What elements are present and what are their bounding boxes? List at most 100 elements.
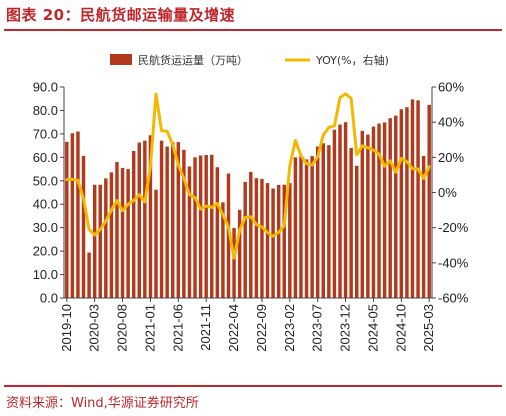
bar xyxy=(154,189,158,298)
bar-series xyxy=(65,99,431,299)
bar xyxy=(70,133,75,298)
x-tick-label: 2021-11 xyxy=(198,304,213,351)
x-tick-label: 2022-09 xyxy=(254,304,269,352)
bar xyxy=(104,178,108,298)
left-tick-label: 10.0 xyxy=(33,267,58,282)
bar xyxy=(165,146,169,298)
axes: 0.0 10.0 20.0 30.0 40.0 50.0 60.0 70.0 80.0 90.0 -… xyxy=(33,80,469,352)
bar xyxy=(310,156,314,298)
bar xyxy=(204,154,208,298)
bar xyxy=(171,142,175,298)
left-tick-label: 20.0 xyxy=(33,244,58,259)
x-tick-label: 2023-07 xyxy=(310,304,325,352)
x-tick-label: 2023-12 xyxy=(338,304,353,352)
bar xyxy=(293,157,298,298)
source-note: 资料来源：Wind,华源证券研究所 xyxy=(6,396,199,411)
bar xyxy=(355,165,359,298)
bar xyxy=(399,109,404,299)
x-tick-label: 2020-08 xyxy=(115,304,130,352)
bar xyxy=(276,185,281,298)
x-tick-label: 2024-10 xyxy=(393,304,408,352)
bar xyxy=(405,107,409,298)
bar xyxy=(221,202,225,298)
x-tick-label: 2023-02 xyxy=(282,304,297,352)
bar xyxy=(327,145,331,298)
bar xyxy=(299,155,303,298)
bar xyxy=(243,181,247,298)
x-tick-label: 2021-06 xyxy=(170,304,185,352)
bar xyxy=(416,100,420,298)
bar xyxy=(98,184,102,298)
bar xyxy=(182,149,186,298)
bar xyxy=(159,140,164,298)
bar xyxy=(109,172,114,298)
bar xyxy=(265,183,270,298)
chart: 0.0 10.0 20.0 30.0 40.0 50.0 60.0 70.0 80.0 90.0 -… xyxy=(33,53,469,352)
legend-bar-swatch xyxy=(110,54,132,65)
bar xyxy=(288,183,292,298)
legend: 民航货运运量（万吨） YOY(%，右轴) xyxy=(110,53,389,67)
title-rule xyxy=(4,29,502,31)
bar xyxy=(421,155,426,298)
bar xyxy=(410,99,415,299)
bar xyxy=(394,115,398,298)
left-tick-label: 0.0 xyxy=(40,291,58,306)
bar xyxy=(143,140,147,298)
bar xyxy=(65,141,69,298)
bar xyxy=(92,184,97,298)
bar xyxy=(210,154,214,298)
bar xyxy=(332,129,337,298)
bar xyxy=(237,209,242,298)
bar xyxy=(315,146,320,298)
bar xyxy=(232,227,236,298)
right-tick-label: -20% xyxy=(438,220,469,235)
right-tick-label: 60% xyxy=(438,80,464,95)
bar xyxy=(321,143,325,298)
bar xyxy=(371,126,376,299)
x-tick-label: 2020-03 xyxy=(87,304,102,352)
left-tick-label: 40.0 xyxy=(33,197,58,212)
figure-title: 图表 20：民航货邮运输量及增速 xyxy=(6,6,236,24)
bar xyxy=(120,167,125,298)
bar xyxy=(427,104,431,298)
bar xyxy=(382,122,387,299)
bar xyxy=(215,167,220,298)
x-tick-label: 2025-03 xyxy=(421,304,436,352)
bar xyxy=(343,122,348,298)
yoy-line xyxy=(65,92,431,260)
bar xyxy=(388,118,392,299)
bar xyxy=(254,178,259,298)
bar xyxy=(115,162,119,298)
bar xyxy=(304,159,309,298)
bar xyxy=(187,166,192,298)
bar xyxy=(377,123,381,298)
bar xyxy=(137,142,141,298)
x-tick-label: 2021-01 xyxy=(142,304,157,352)
bar xyxy=(148,135,153,298)
left-tick-label: 80.0 xyxy=(33,103,58,118)
bar xyxy=(126,169,130,298)
bar xyxy=(366,134,370,298)
x-tick-label: 2019-10 xyxy=(59,304,74,352)
bar xyxy=(87,252,91,298)
left-tick-label: 50.0 xyxy=(33,173,58,188)
right-tick-label: -60% xyxy=(438,291,469,306)
bar xyxy=(260,178,264,298)
legend-bar-label: 民航货运运量（万吨） xyxy=(138,53,248,67)
bar xyxy=(349,147,353,298)
legend-line-label: YOY(%，右轴) xyxy=(315,53,389,67)
bar xyxy=(176,142,181,298)
left-tick-label: 70.0 xyxy=(33,126,58,141)
footer-rule xyxy=(4,385,502,387)
bar xyxy=(360,130,365,298)
right-tick-label: 20% xyxy=(438,150,464,165)
bar xyxy=(198,155,203,298)
bar xyxy=(249,171,253,298)
bar xyxy=(338,124,342,298)
bar xyxy=(282,184,286,298)
left-tick-label: 90.0 xyxy=(33,80,58,95)
bar xyxy=(193,157,197,298)
left-tick-label: 60.0 xyxy=(33,150,58,165)
bar xyxy=(226,173,231,298)
x-tick-label: 2024-05 xyxy=(365,304,380,352)
